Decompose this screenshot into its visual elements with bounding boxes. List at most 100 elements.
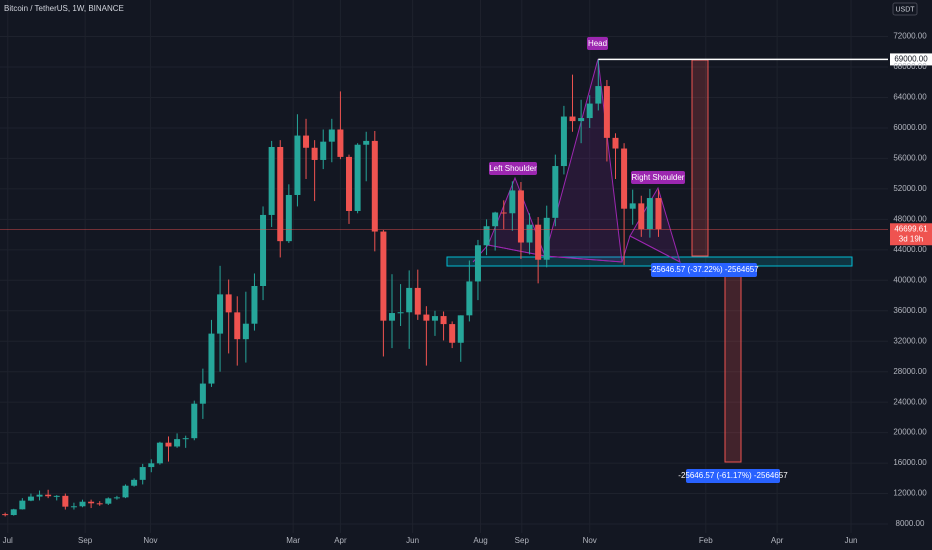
x-tick-label: Mar xyxy=(286,536,300,545)
measure-label: -25646.57 (-61.17%) -2564657 xyxy=(678,471,788,480)
candle-body xyxy=(612,137,619,149)
y-tick-label: 24000.00 xyxy=(893,397,927,406)
candle-body xyxy=(53,495,60,497)
measure-box xyxy=(724,267,742,463)
x-tick-label: Jun xyxy=(406,536,419,545)
chart-title: Bitcoin / TetherUS, 1W, BINANCE xyxy=(4,4,124,13)
candle-body xyxy=(251,286,258,324)
y-tick-label: 72000.00 xyxy=(893,32,927,41)
measure-label-box xyxy=(651,263,757,277)
candle-body xyxy=(354,144,361,211)
candle-body xyxy=(337,129,344,157)
candle-body xyxy=(621,148,628,209)
candle-body xyxy=(414,287,421,315)
candle-body xyxy=(182,438,189,440)
candle-body xyxy=(217,294,224,334)
candle-body xyxy=(474,245,481,282)
candle-body xyxy=(294,135,301,195)
candle-body xyxy=(569,116,576,122)
x-tick-label: Sep xyxy=(78,536,93,545)
candle-body xyxy=(595,86,602,104)
currency-box xyxy=(892,2,918,16)
candle-body xyxy=(457,315,464,343)
candle-body xyxy=(517,190,524,243)
candle-body xyxy=(380,231,387,321)
last-price-label: 46699.61 xyxy=(894,224,928,233)
y-tick-label: 8000.00 xyxy=(896,519,925,528)
candle-body xyxy=(88,501,95,504)
candle-body xyxy=(603,86,610,138)
y-tick-label: 36000.00 xyxy=(893,306,927,315)
candle-body xyxy=(629,203,636,209)
candle-body xyxy=(552,166,559,218)
candle-body xyxy=(268,147,275,215)
candle-body xyxy=(199,383,206,404)
candle-body xyxy=(139,467,146,480)
y-tick-label: 68000.00 xyxy=(893,62,927,71)
candle-body xyxy=(36,494,43,497)
candle-body xyxy=(285,194,292,242)
candle-body xyxy=(174,439,181,447)
candle-body xyxy=(406,287,413,313)
candle-body xyxy=(492,212,499,227)
last-price-box xyxy=(890,223,932,246)
currency: USDT xyxy=(895,6,915,13)
y-tick-label: 56000.00 xyxy=(893,154,927,163)
candle-body xyxy=(27,496,34,501)
y-tick-label: 28000.00 xyxy=(893,367,927,376)
candle-body xyxy=(311,147,318,160)
label-box xyxy=(587,37,608,50)
candle-body xyxy=(346,156,353,211)
candle-body xyxy=(156,442,163,464)
candle-body xyxy=(19,500,26,510)
pattern-label: Right Shoulder xyxy=(632,173,685,182)
candle-body xyxy=(431,316,438,321)
candle-body xyxy=(509,190,516,214)
x-tick-label: Aug xyxy=(473,536,487,545)
y-tick-label: 16000.00 xyxy=(893,458,927,467)
pattern-label: Left Shoulder xyxy=(489,164,537,173)
y-tick-label: 20000.00 xyxy=(893,428,927,437)
x-tick-label: Nov xyxy=(143,536,157,545)
candle-body xyxy=(105,498,112,504)
candle-body xyxy=(526,224,533,243)
measure-box xyxy=(691,59,709,257)
x-tick-label: Sep xyxy=(515,536,530,545)
candle-body xyxy=(500,212,507,214)
candle-body xyxy=(113,497,120,499)
x-tick-label: Nov xyxy=(583,536,597,545)
candle-body xyxy=(277,147,284,242)
candle-body xyxy=(578,118,585,122)
x-tick-label: Jul xyxy=(3,536,13,545)
candle-body xyxy=(2,514,9,516)
candle-body xyxy=(535,224,542,260)
candle-body xyxy=(388,313,395,321)
candle-body xyxy=(131,479,138,486)
x-tick-label: Jun xyxy=(845,536,858,545)
y-tick-label: 32000.00 xyxy=(893,336,927,345)
candle-body xyxy=(70,506,77,508)
label-box xyxy=(631,171,685,184)
candle-body xyxy=(122,485,129,498)
candle-body xyxy=(646,198,653,230)
candle-body xyxy=(191,403,198,439)
y-tick-label: 64000.00 xyxy=(893,93,927,102)
candle-body xyxy=(423,314,430,321)
x-tick-label: Apr xyxy=(334,536,347,545)
candle-body xyxy=(586,103,593,119)
candle-body xyxy=(638,203,645,230)
y-tick-label: 60000.00 xyxy=(893,123,927,132)
neckline-zone xyxy=(446,256,853,267)
candle-body xyxy=(560,116,567,167)
candle-body xyxy=(165,442,172,447)
candle-body xyxy=(10,509,17,516)
y-tick-label: 48000.00 xyxy=(893,214,927,223)
x-tick-label: Feb xyxy=(699,536,713,545)
candle-body xyxy=(148,463,155,468)
candle-body xyxy=(79,501,86,507)
candle-body xyxy=(225,294,232,313)
candles xyxy=(2,59,662,517)
y-tick-label: 12000.00 xyxy=(893,489,927,498)
measure-label-box xyxy=(686,469,780,483)
